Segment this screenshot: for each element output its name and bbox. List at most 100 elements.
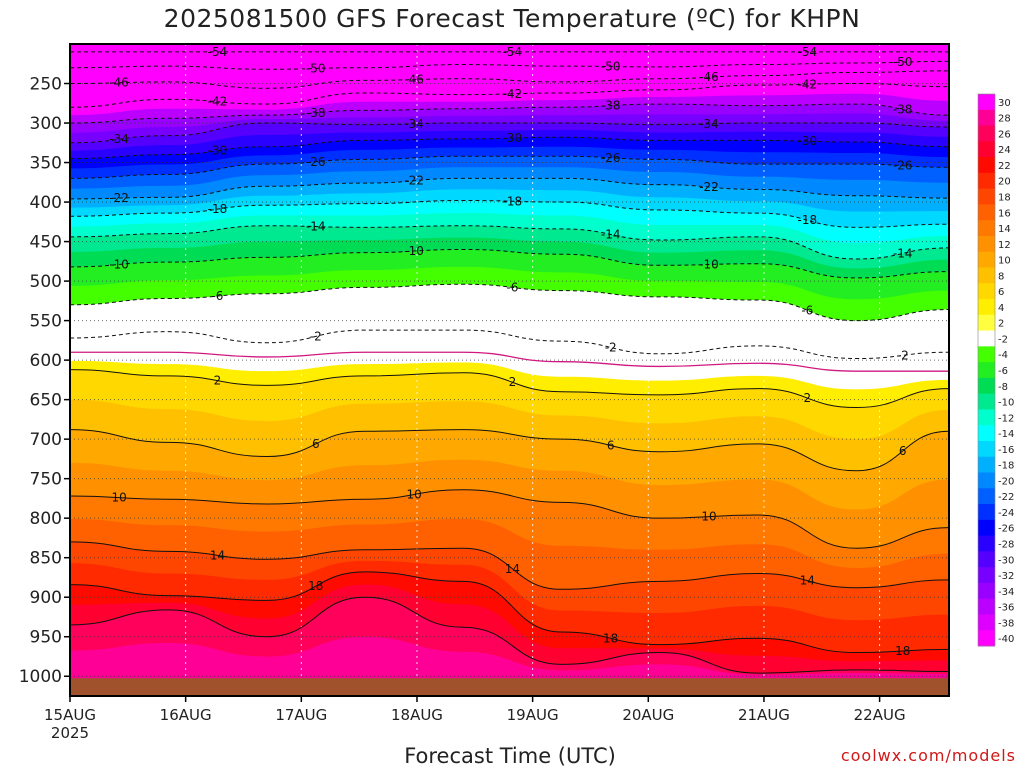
y-tick-label: 950 [30, 628, 62, 648]
isotherm-2 [70, 369, 949, 409]
isotherm-label: -6 [211, 289, 223, 303]
isotherm--38 [70, 103, 949, 124]
colorbar-label: -40 [998, 634, 1014, 645]
colorbar-label: 22 [998, 161, 1011, 172]
colorbar-swatch [978, 141, 995, 158]
isotherm-label: -30 [503, 131, 523, 145]
isotherm-label: -54 [208, 45, 228, 59]
isotherm-10 [70, 489, 949, 549]
colorbar-swatch [978, 504, 995, 521]
isotherm-label: 6 [899, 444, 907, 458]
colorbar-swatch [978, 472, 995, 489]
colorbar-swatch [978, 551, 995, 568]
colorbar-swatch [978, 409, 995, 426]
colorbar-swatch [978, 630, 995, 647]
colorbar-label: 20 [998, 177, 1011, 188]
colorbar-label: -24 [998, 508, 1014, 519]
colorbar-swatch [978, 188, 995, 205]
isotherm-label: -10 [404, 244, 424, 258]
colorbar-swatch [978, 109, 995, 127]
isotherm-label: 14 [210, 548, 225, 562]
colorbar-label: 18 [998, 193, 1011, 204]
y-tick-label: 700 [30, 430, 62, 450]
isotherm-label: -34 [404, 117, 424, 131]
isotherm-label: -54 [798, 45, 818, 59]
colorbar-label: 2 [998, 319, 1004, 330]
isotherm-label: 2 [803, 391, 811, 405]
colorbar-label: 14 [998, 224, 1011, 235]
isotherm-label: 6 [312, 437, 320, 451]
colorbar-swatch [978, 251, 995, 268]
colorbar-label: 8 [998, 271, 1004, 282]
isotherm-label: 10 [406, 487, 421, 501]
isotherm-14 [70, 541, 949, 590]
isotherm-label: 14 [505, 562, 520, 576]
isotherm-18 [70, 571, 949, 654]
isotherm-label: -2 [897, 348, 909, 362]
isotherm-label: -54 [503, 45, 523, 59]
isotherm-label: -50 [306, 61, 326, 75]
colorbar-swatch [978, 567, 995, 584]
colorbar-label: -14 [998, 429, 1014, 440]
isotherm-label: -22 [699, 180, 719, 194]
colorbar-label: -4 [998, 350, 1008, 361]
isotherm-label: -34 [109, 132, 129, 146]
colorbar-label: -38 [998, 618, 1014, 629]
x-tick-label: 18AUG [391, 706, 443, 724]
fill-band-cold [70, 44, 949, 52]
colorbar-label: 4 [998, 303, 1004, 314]
x-axis-label: Forecast Time (UTC) [404, 744, 616, 768]
isotherm-label: -42 [503, 87, 523, 101]
colorbar-swatch [978, 362, 995, 379]
isotherm-label: 18 [308, 579, 323, 593]
isotherm--18 [70, 199, 949, 228]
colorbar-label: -10 [998, 398, 1014, 409]
colorbar-swatch [978, 582, 995, 600]
isotherm-label: -10 [699, 257, 719, 271]
y-tick-label: 650 [30, 391, 62, 411]
colorbar-label: -2 [998, 334, 1008, 345]
colorbar-swatch [978, 235, 995, 253]
isotherm-label: -18 [798, 213, 818, 227]
isotherm-label: -26 [893, 159, 913, 173]
x-tick-label: 20AUG [622, 706, 674, 724]
ground-layer [70, 678, 949, 696]
isotherm-label: 6 [607, 438, 615, 452]
isotherm-label: -46 [109, 76, 129, 90]
colorbar-label: 10 [998, 256, 1011, 267]
colorbar-swatch [978, 157, 995, 174]
isotherm--50 [70, 60, 949, 70]
colorbar-swatch [978, 519, 995, 537]
y-tick-label: 600 [30, 351, 62, 371]
colorbar-swatch [978, 456, 995, 474]
isotherm-label: -18 [503, 194, 523, 208]
colorbar-swatch [978, 425, 995, 442]
isotherm-label: -26 [601, 151, 621, 165]
isotherm-label: -14 [306, 220, 326, 234]
isotherm-label: -50 [893, 55, 913, 69]
colorbar-label: 6 [998, 287, 1004, 298]
isotherm-label: 10 [701, 510, 716, 524]
y-tick-label: 450 [30, 233, 62, 253]
colorbar-swatch [978, 204, 995, 221]
colorbar-swatch [978, 346, 995, 363]
y-tick-label: 500 [30, 272, 62, 292]
colorbar-label: -6 [998, 366, 1008, 377]
isotherm--22 [70, 177, 949, 200]
isotherm-label: -42 [208, 95, 228, 109]
colorbar-swatch [978, 267, 995, 284]
x-axis: 15AUG 16AUG 17AUG 18AUG 19AUG 20AUG 21AUG 22AUG… [44, 696, 906, 742]
x-tick-label: 19AUG [507, 706, 559, 724]
site-credit: coolwx.com/models [840, 746, 1016, 765]
x-tick-label: 15AUG [44, 706, 96, 724]
colorbar-swatch [978, 314, 995, 332]
x-start-year: 2025 [51, 724, 89, 742]
colorbar-swatch [978, 614, 995, 631]
y-tick-label: 250 [30, 75, 62, 95]
isotherm-label: -14 [601, 227, 621, 241]
isotherm-label: -46 [699, 70, 719, 84]
isotherm-label: 2 [214, 374, 222, 388]
isotherm--30 [70, 136, 949, 160]
x-tick-label: 22AUG [854, 706, 906, 724]
